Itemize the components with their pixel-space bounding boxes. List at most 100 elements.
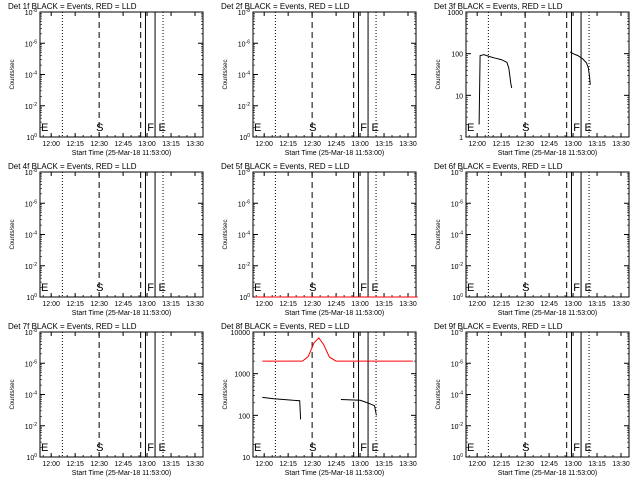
x-tick-label: 13:00 (564, 141, 582, 148)
event-marker-e: E (41, 442, 48, 454)
panel-title: Det 2f BLACK = Events, RED = LLD (221, 2, 350, 11)
y-tick-label: 10-2 (451, 422, 463, 431)
event-marker-e: E (371, 442, 378, 454)
event-marker-e: E (584, 122, 591, 134)
x-tick-label: 13:00 (138, 301, 156, 308)
event-marker-e: E (158, 122, 165, 134)
x-tick-label: 13:00 (351, 141, 369, 148)
panel-title: Det 3f BLACK = Events, RED = LLD (434, 2, 563, 11)
event-marker-f: F (360, 442, 367, 454)
x-tick-label: 12:30 (516, 301, 534, 308)
x-tick-label: 13:30 (186, 461, 204, 468)
x-tick-label: 13:15 (162, 461, 180, 468)
lld-series-line (262, 337, 413, 362)
y-tick-label: 1000 (447, 10, 463, 17)
event-marker-e: E (371, 282, 378, 294)
y-tick-label: 10-4 (451, 231, 463, 240)
x-tick-label: 12:30 (90, 461, 108, 468)
y-tick-label: 1 (459, 135, 463, 142)
x-tick-label: 12:00 (468, 461, 486, 468)
event-marker-s: S (522, 282, 529, 294)
plot-frame (465, 171, 630, 298)
y-tick-label: 10-8 (25, 8, 37, 17)
plot-frame (465, 331, 630, 458)
y-tick-label: 10-6 (25, 39, 37, 48)
x-tick-label: 12:00 (42, 461, 60, 468)
y-tick-label: 10-2 (25, 102, 37, 111)
y-tick-label: 10 (242, 455, 250, 462)
event-marker-e: E (371, 122, 378, 134)
event-marker-s: S (96, 122, 103, 134)
y-axis-label: Counts/sec (10, 379, 16, 409)
event-marker-f: F (573, 282, 580, 294)
x-tick-label: 13:15 (375, 141, 393, 148)
events-series-line (569, 51, 591, 85)
x-tick-label: 13:30 (399, 141, 417, 148)
panel-det-3: Det 3f BLACK = Events, RED = LLD 12:00 12:… (434, 2, 630, 157)
y-tick-label: 10-2 (451, 262, 463, 271)
panel-det-6: Det 6f BLACK = Events, RED = LLD 12:00 12:… (434, 162, 630, 317)
y-tick-label: 100 (452, 453, 463, 462)
x-tick-label: 12:15 (66, 461, 84, 468)
x-tick-label: 13:30 (612, 461, 630, 468)
event-marker-s: S (309, 282, 316, 294)
event-marker-f: F (360, 122, 367, 134)
x-tick-label: 13:00 (351, 301, 369, 308)
x-tick-label: 12:30 (303, 141, 321, 148)
x-tick-label: 13:00 (564, 461, 582, 468)
y-tick-label: 10-4 (238, 71, 250, 80)
y-tick-label: 10-6 (238, 39, 250, 48)
x-tick-label: 12:00 (255, 141, 273, 148)
panel-det-7: Det 7f BLACK = Events, RED = LLD 12:00 12:… (8, 322, 204, 477)
y-tick-label: 100 (452, 293, 463, 302)
y-tick-label: 100 (239, 133, 250, 142)
panel-det-2: Det 2f BLACK = Events, RED = LLD 12:00 12:… (221, 2, 417, 157)
y-axis-label: Counts/sec (223, 59, 229, 89)
event-marker-f: F (147, 442, 154, 454)
event-marker-s: S (522, 442, 529, 454)
event-marker-f: F (360, 282, 367, 294)
y-axis-label: Counts/sec (10, 219, 16, 249)
panel-det-1: Det 1f BLACK = Events, RED = LLD 12:00 12:… (8, 2, 204, 157)
plot-frame (252, 171, 417, 298)
x-tick-label: 12:15 (66, 141, 84, 148)
x-axis-label: Start Time (25-Mar-18 11:53:00) (285, 470, 384, 477)
event-marker-e: E (467, 122, 474, 134)
x-tick-label: 12:45 (327, 141, 345, 148)
y-tick-label: 10-6 (238, 199, 250, 208)
x-tick-label: 12:45 (327, 301, 345, 308)
x-axis-label: Start Time (25-Mar-18 11:53:00) (72, 150, 171, 157)
x-axis-label: Start Time (25-Mar-18 11:53:00) (285, 310, 384, 317)
x-tick-label: 12:00 (468, 301, 486, 308)
plot-frame (465, 11, 630, 138)
y-tick-label: 10-6 (25, 359, 37, 368)
panel-title: Det 5f BLACK = Events, RED = LLD (221, 162, 350, 171)
y-tick-label: 10-8 (238, 168, 250, 177)
event-marker-e: E (41, 282, 48, 294)
y-tick-label: 10000 (231, 330, 251, 337)
x-tick-label: 12:45 (114, 301, 132, 308)
panel-det-5: Det 5f BLACK = Events, RED = LLD 12:00 12:… (221, 162, 418, 317)
x-tick-label: 13:15 (588, 301, 606, 308)
event-marker-e: E (254, 442, 261, 454)
y-axis-label: Counts/sec (436, 219, 442, 249)
x-tick-label: 13:00 (138, 141, 156, 148)
x-tick-label: 12:30 (303, 301, 321, 308)
x-tick-label: 12:45 (540, 301, 558, 308)
x-axis-label: Start Time (25-Mar-18 11:53:00) (72, 310, 171, 317)
x-tick-label: 13:15 (588, 461, 606, 468)
y-tick-label: 100 (239, 293, 250, 302)
x-tick-label: 12:00 (255, 301, 273, 308)
event-marker-f: F (573, 122, 580, 134)
x-tick-label: 12:45 (114, 461, 132, 468)
y-axis-label: Counts/sec (223, 219, 229, 249)
event-marker-s: S (522, 122, 529, 134)
event-marker-e: E (158, 442, 165, 454)
x-tick-label: 13:30 (399, 461, 417, 468)
plot-frame (39, 331, 204, 458)
y-axis-label: Counts/sec (223, 379, 229, 409)
x-tick-label: 12:30 (90, 301, 108, 308)
x-tick-label: 13:00 (138, 461, 156, 468)
x-tick-label: 12:15 (279, 301, 297, 308)
